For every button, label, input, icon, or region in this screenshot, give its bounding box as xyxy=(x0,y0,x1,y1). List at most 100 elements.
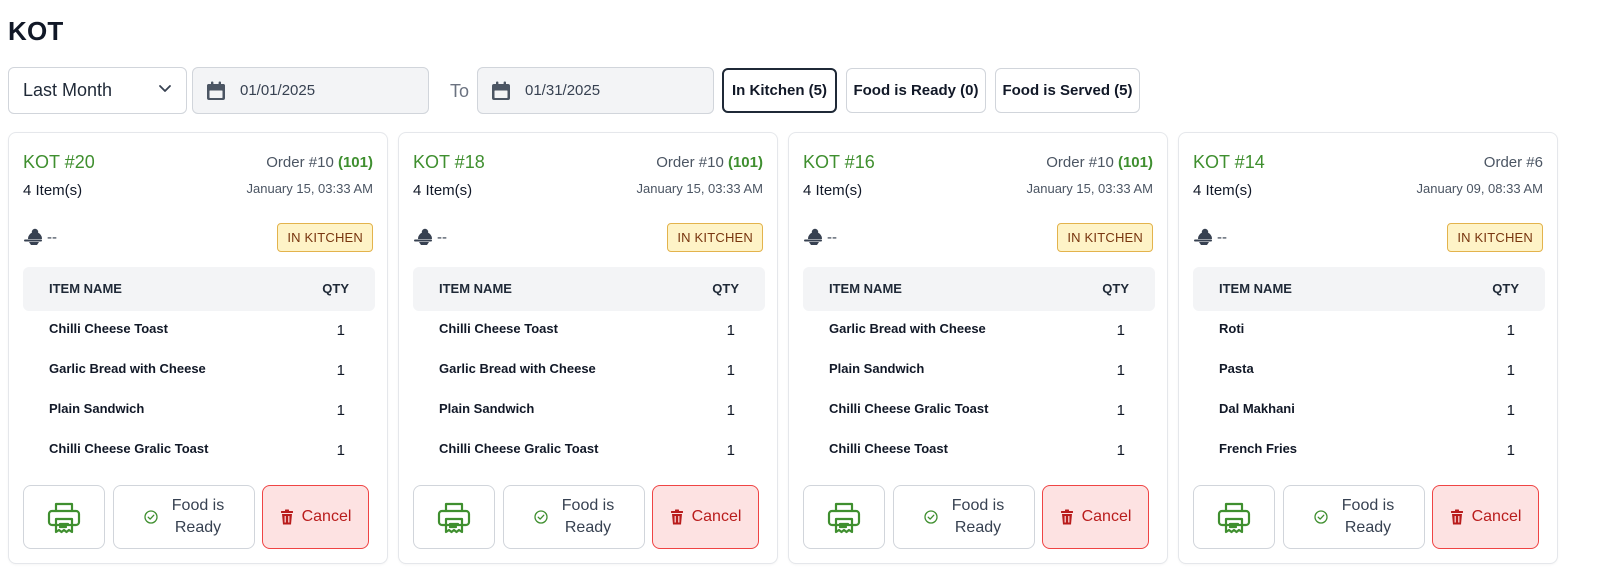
to-label: To xyxy=(450,81,470,101)
print-button[interactable] xyxy=(23,485,105,549)
item-name: Garlic Bread with Cheese xyxy=(439,361,596,376)
item-count: 4 Item(s) xyxy=(803,182,863,199)
check-circle-icon xyxy=(924,510,938,524)
date-range-select[interactable]: Last Month xyxy=(8,67,187,114)
table-row: Chilli Cheese Toast 1 xyxy=(413,311,765,351)
table-row: Chilli Cheese Gralic Toast 1 xyxy=(23,431,375,471)
status-badge: IN KITCHEN xyxy=(1057,223,1153,252)
item-qty: 1 xyxy=(726,442,735,459)
item-name: Chilli Cheese Gralic Toast xyxy=(829,401,989,416)
tab-in-kitchen[interactable]: In Kitchen (5) xyxy=(722,68,837,113)
table-row: Chilli Cheese Gralic Toast 1 xyxy=(413,431,765,471)
print-button[interactable] xyxy=(413,485,495,549)
food-ready-label: Food is Ready xyxy=(172,495,224,539)
qty-header: QTY xyxy=(712,281,739,296)
status-badge: IN KITCHEN xyxy=(1447,223,1543,252)
food-ready-label-line2: Ready xyxy=(1344,519,1392,536)
item-qty: 1 xyxy=(336,402,345,419)
kot-number: KOT #16 xyxy=(803,152,875,172)
item-name: Garlic Bread with Cheese xyxy=(49,361,206,376)
item-name: French Fries xyxy=(1219,441,1298,456)
order-time: January 15, 03:33 AM xyxy=(636,181,763,196)
tab-food-served[interactable]: Food is Served (5) xyxy=(995,68,1140,113)
food-ready-label-line1: Food is xyxy=(171,497,225,514)
item-qty: 1 xyxy=(1116,322,1125,339)
item-qty: 1 xyxy=(726,362,735,379)
food-ready-label: Food is Ready xyxy=(952,495,1004,539)
cancel-button[interactable]: Cancel xyxy=(262,485,369,549)
waiter-info: -- xyxy=(23,228,57,246)
printer-icon xyxy=(827,502,861,534)
item-name: Pasta xyxy=(1219,361,1254,376)
to-date-field[interactable] xyxy=(477,67,714,114)
order-number: Order #10 (101) xyxy=(1046,154,1153,171)
check-circle-icon xyxy=(534,510,548,524)
cancel-button[interactable]: Cancel xyxy=(1042,485,1149,549)
items-table-header: ITEM NAME QTY xyxy=(1193,267,1545,311)
print-button[interactable] xyxy=(803,485,885,549)
waiter-icon xyxy=(24,228,42,245)
item-name: Plain Sandwich xyxy=(439,401,535,416)
waiter-name: -- xyxy=(827,228,837,246)
print-button[interactable] xyxy=(1193,485,1275,549)
to-date-input[interactable] xyxy=(525,82,685,99)
item-name: Chilli Cheese Toast xyxy=(49,321,168,336)
order-number: Order #10 (101) xyxy=(266,154,373,171)
waiter-name: -- xyxy=(437,228,447,246)
item-qty: 1 xyxy=(336,362,345,379)
food-ready-label-line2: Ready xyxy=(954,519,1002,536)
kot-card: KOT #14 Order #6 4 Item(s) January 09, 0… xyxy=(1178,132,1558,564)
table-row: Garlic Bread with Cheese 1 xyxy=(413,351,765,391)
kot-number: KOT #14 xyxy=(1193,152,1265,172)
printer-icon xyxy=(47,502,81,534)
table-row: Chilli Cheese Gralic Toast 1 xyxy=(803,391,1155,431)
waiter-name: -- xyxy=(47,228,57,246)
waiter-name: -- xyxy=(1217,228,1227,246)
item-qty: 1 xyxy=(726,402,735,419)
waiter-icon xyxy=(1194,228,1212,245)
item-qty: 1 xyxy=(1506,402,1515,419)
order-time: January 15, 03:33 AM xyxy=(1026,181,1153,196)
item-name-header: ITEM NAME xyxy=(829,281,902,296)
from-date-input[interactable] xyxy=(240,82,400,99)
item-qty: 1 xyxy=(1506,362,1515,379)
item-name-header: ITEM NAME xyxy=(439,281,512,296)
from-date-field[interactable] xyxy=(192,67,429,114)
printer-icon xyxy=(437,502,471,534)
order-id: Order #10 xyxy=(1046,154,1114,171)
kot-card: KOT #18 Order #10 (101) 4 Item(s) Januar… xyxy=(398,132,778,564)
status-badge: IN KITCHEN xyxy=(277,223,373,252)
food-ready-label-line1: Food is xyxy=(1341,497,1395,514)
tab-food-ready[interactable]: Food is Ready (0) xyxy=(846,68,986,113)
item-qty: 1 xyxy=(726,322,735,339)
item-count: 4 Item(s) xyxy=(23,182,83,199)
item-qty: 1 xyxy=(1506,322,1515,339)
items-table-header: ITEM NAME QTY xyxy=(803,267,1155,311)
cancel-button[interactable]: Cancel xyxy=(1432,485,1539,549)
item-qty: 1 xyxy=(1506,442,1515,459)
calendar-icon xyxy=(492,81,510,100)
table-row: Garlic Bread with Cheese 1 xyxy=(803,311,1155,351)
item-qty: 1 xyxy=(336,442,345,459)
check-circle-icon xyxy=(144,510,158,524)
food-ready-button[interactable]: Food is Ready xyxy=(113,485,255,549)
item-qty: 1 xyxy=(1116,402,1125,419)
trash-icon xyxy=(1060,509,1073,525)
food-ready-label-line2: Ready xyxy=(564,519,612,536)
status-badge: IN KITCHEN xyxy=(667,223,763,252)
trash-icon xyxy=(280,509,293,525)
table-row: Garlic Bread with Cheese 1 xyxy=(23,351,375,391)
cancel-button[interactable]: Cancel xyxy=(652,485,759,549)
food-ready-button[interactable]: Food is Ready xyxy=(1283,485,1425,549)
item-qty: 1 xyxy=(336,322,345,339)
printer-icon xyxy=(1217,502,1251,534)
food-ready-button[interactable]: Food is Ready xyxy=(893,485,1035,549)
item-name-header: ITEM NAME xyxy=(1219,281,1292,296)
item-count: 4 Item(s) xyxy=(413,182,473,199)
check-circle-icon xyxy=(1314,510,1328,524)
order-time: January 15, 03:33 AM xyxy=(246,181,373,196)
food-ready-button[interactable]: Food is Ready xyxy=(503,485,645,549)
food-ready-label-line1: Food is xyxy=(951,497,1005,514)
date-range-value: Last Month xyxy=(23,80,113,100)
item-count: 4 Item(s) xyxy=(1193,182,1253,199)
